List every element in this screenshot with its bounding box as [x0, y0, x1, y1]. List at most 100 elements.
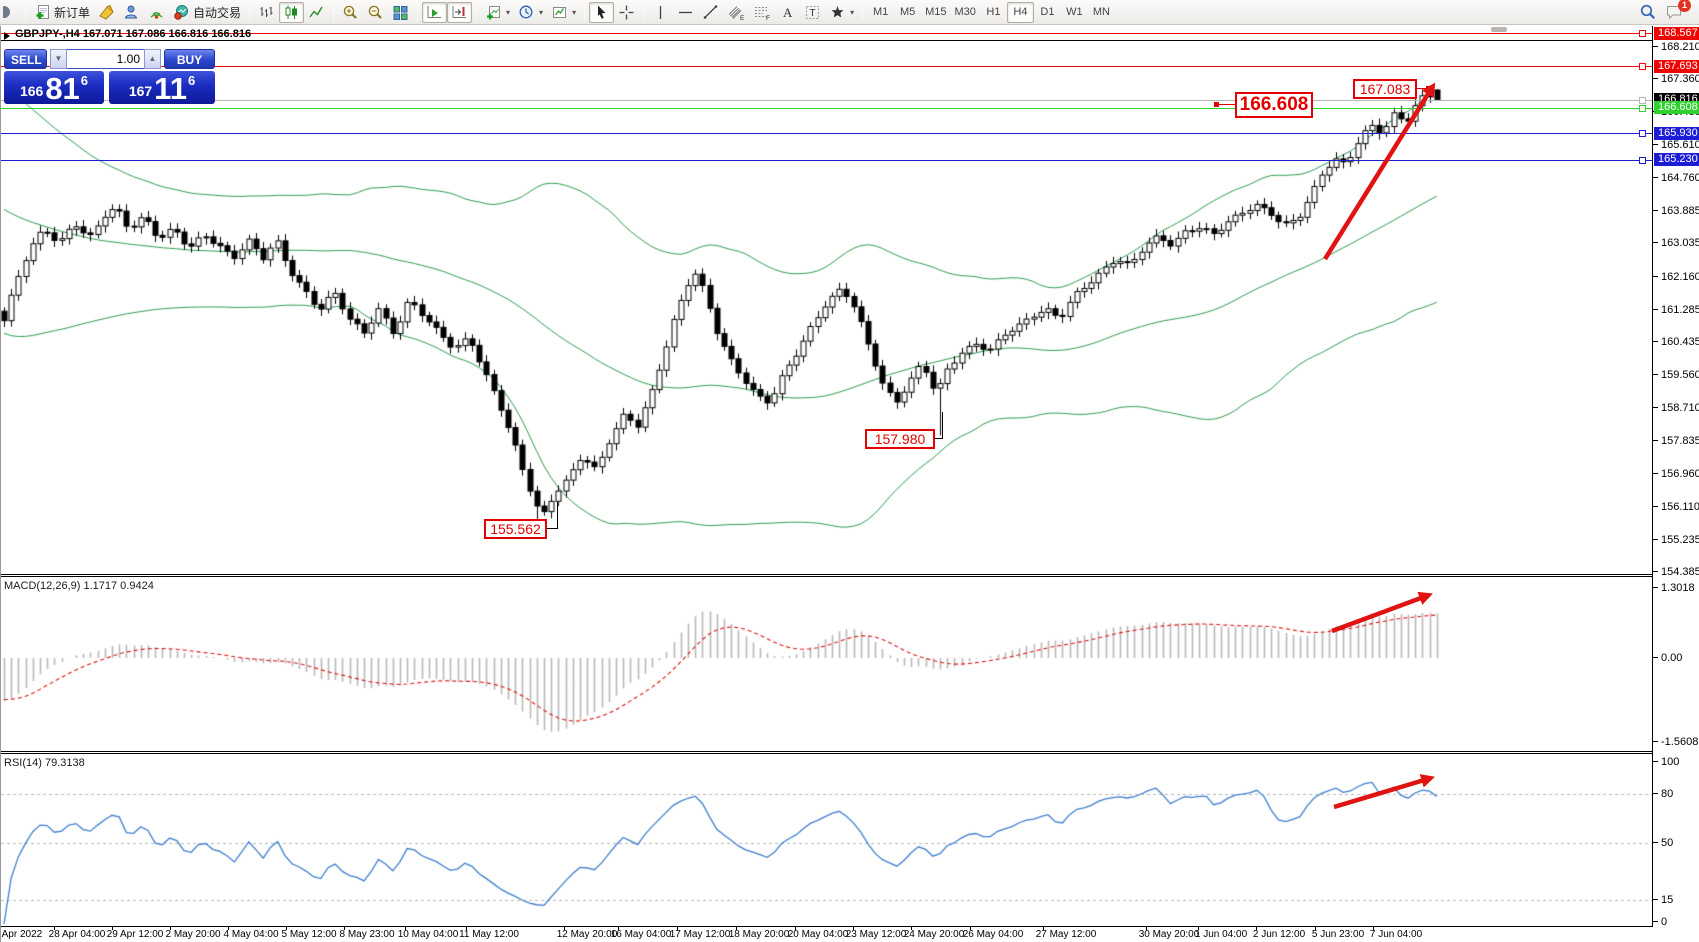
timeframe-button-h4[interactable]: H4: [1006, 1, 1034, 23]
main-toolbar: 新订单 自动交易: [0, 0, 1699, 25]
chart-top-border-line: [1, 40, 1652, 41]
timeframe-button-w1[interactable]: W1: [1061, 2, 1088, 23]
time-label: 29 Apr 12:00: [106, 929, 164, 940]
trendline-icon: [703, 4, 718, 19]
time-label: 8 May 23:00: [339, 929, 395, 940]
notifications-button[interactable]: 1: [1661, 0, 1691, 23]
new-order-button[interactable]: 新订单: [30, 2, 94, 23]
hline-165-230[interactable]: [1, 157, 1652, 164]
search-button[interactable]: [1635, 2, 1661, 23]
annotation-connector: [547, 528, 558, 529]
zoom-out-button[interactable]: [363, 2, 388, 23]
auto-trading-icon: [174, 4, 189, 20]
sell-button[interactable]: SELL: [4, 49, 47, 69]
channel-icon: E: [728, 5, 745, 21]
volume-input[interactable]: [67, 49, 144, 69]
styles-button[interactable]: [94, 2, 119, 23]
time-tick-mark: [1315, 926, 1316, 930]
annotation-157-980[interactable]: 157.980: [865, 429, 935, 449]
price-badge-167-693: 167.693: [1654, 60, 1699, 73]
price-scale-tick: 160.435: [1653, 336, 1699, 348]
candlestick-chart-button[interactable]: [279, 1, 305, 23]
trendline-button[interactable]: [698, 2, 723, 23]
auto-trading-button[interactable]: 自动交易: [169, 2, 245, 23]
pane-divider[interactable]: [1, 751, 1699, 754]
price-scale-tick: 0.00: [1652, 652, 1683, 664]
periods-dropdown[interactable]: ▾: [514, 2, 547, 23]
shapes-icon: [831, 5, 844, 17]
time-label: 20 May 04:00: [787, 929, 849, 940]
current-price-line[interactable]: [1, 97, 1652, 104]
toolbar-separator: [25, 3, 26, 21]
line-chart-button[interactable]: [304, 2, 329, 23]
crosshair-button[interactable]: [614, 2, 639, 23]
clipped-toolbar-button[interactable]: [0, 2, 21, 23]
chevron-down-icon: ▾: [850, 7, 855, 17]
hline-165-930[interactable]: [1, 130, 1652, 137]
horizontal-line-button[interactable]: [673, 2, 698, 23]
new-order-icon: [36, 4, 49, 19]
price-scale-tick: 50: [1652, 837, 1674, 849]
macd-pane-canvas[interactable]: [1, 577, 1652, 751]
time-label: 2 May 20:00: [165, 929, 221, 940]
new-chart-icon: [487, 5, 501, 19]
macd-label: MACD(12,26,9) 1.1717 0.9424: [4, 580, 154, 592]
timeframe-button-m1[interactable]: M1: [867, 2, 894, 23]
timeframe-button-mn[interactable]: MN: [1088, 2, 1115, 23]
time-tick-mark: [970, 926, 971, 930]
annotation-167-083[interactable]: 167.083: [1353, 79, 1417, 99]
arrows-dropdown[interactable]: ▾: [825, 2, 858, 23]
auto-scroll-icon: [427, 5, 442, 18]
signals-button[interactable]: [144, 2, 169, 23]
price-scale[interactable]: 168.210167.360166.485165.610164.760163.8…: [1652, 26, 1699, 942]
hline-167-693[interactable]: [1, 63, 1652, 70]
fibonacci-button[interactable]: F: [749, 2, 775, 23]
timeframe-button-m5[interactable]: M5: [894, 2, 921, 23]
time-label: 16 May 04:00: [610, 929, 672, 940]
line-chart-icon: [309, 6, 323, 17]
sell-price-box[interactable]: 166 81 6: [4, 71, 104, 104]
chevron-down-icon: ▾: [539, 7, 544, 17]
toolbar-separator: [249, 3, 251, 21]
sell-price-point: 6: [80, 73, 89, 88]
cursor-icon: [598, 5, 606, 19]
timeframe-button-m30[interactable]: M30: [951, 2, 980, 23]
text-button[interactable]: A: [775, 2, 800, 23]
chart-scrollbar-thumb[interactable]: [1491, 27, 1507, 32]
market-watch-button[interactable]: [119, 2, 144, 23]
chart-shift-button[interactable]: [447, 1, 473, 23]
tile-windows-button[interactable]: [388, 2, 413, 23]
annotation-166-608[interactable]: 166.608: [1235, 92, 1313, 118]
annotation-155-562[interactable]: 155.562: [484, 519, 547, 539]
notification-count-badge: 1: [1678, 0, 1691, 12]
volume-increase-button[interactable]: ▲: [144, 49, 161, 69]
toolbar-separator: [862, 3, 864, 21]
timeframe-button-h1[interactable]: H1: [980, 2, 1007, 23]
svg-text:A: A: [783, 5, 793, 20]
text-label-button[interactable]: T: [800, 2, 825, 23]
time-tick-mark: [1043, 926, 1044, 930]
auto-scroll-button[interactable]: [422, 1, 448, 23]
timeframe-button-d1[interactable]: D1: [1034, 2, 1061, 23]
toolbar-separator: [333, 3, 335, 21]
hline-168-567[interactable]: [1, 30, 1652, 37]
timeframe-button-m15[interactable]: M15: [921, 2, 950, 23]
templates-dropdown[interactable]: ▾: [547, 2, 580, 23]
buy-price-box[interactable]: 167 11 6: [109, 71, 215, 104]
volume-decrease-button[interactable]: ▼: [50, 49, 67, 69]
equidistant-channel-button[interactable]: E: [723, 2, 749, 23]
zoom-in-button[interactable]: [338, 2, 363, 23]
pane-divider[interactable]: [1, 574, 1699, 577]
hline-166-608[interactable]: [1, 105, 1652, 112]
price-scale-tick: 100: [1652, 756, 1680, 768]
time-label: 1 Jun 04:00: [1194, 929, 1248, 940]
buy-price-pips: 11: [154, 70, 187, 106]
bar-chart-button[interactable]: [254, 2, 279, 23]
rsi-pane-canvas[interactable]: [1, 754, 1652, 926]
time-label: 4 May 04:00: [223, 929, 279, 940]
vertical-line-button[interactable]: [648, 2, 673, 23]
buy-button[interactable]: BUY: [164, 49, 215, 69]
cursor-button[interactable]: [589, 1, 615, 23]
new-chart-dropdown[interactable]: ▾: [481, 2, 514, 23]
